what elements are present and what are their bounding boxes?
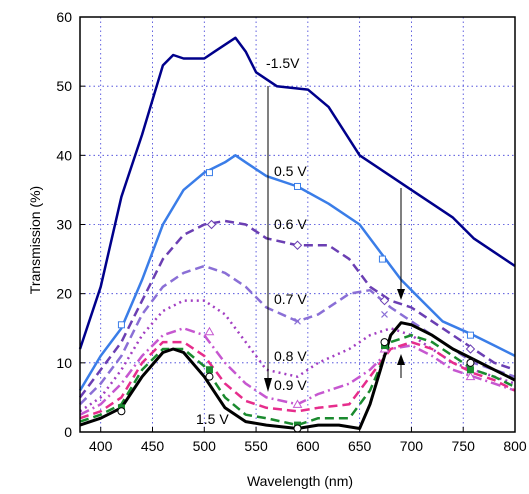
x-tick-label: 750 [452, 438, 476, 454]
arrow-up-head [397, 354, 405, 365]
series-marker-8 [380, 338, 389, 347]
series-line-7 [79, 333, 516, 427]
series-line-8 [79, 321, 516, 430]
label-minus-1p5v: -1.5V [266, 55, 300, 71]
label-0p8v: 0.8 V [274, 348, 307, 364]
series-marker-3 [381, 310, 388, 318]
label-0p9v: 0.9 V [274, 377, 307, 393]
y-tick-label: 50 [56, 78, 72, 94]
markers-layer [117, 169, 476, 433]
series-marker-2 [206, 219, 217, 230]
series-marker-3 [294, 317, 301, 325]
series-marker-1 [294, 182, 301, 190]
series-marker-5 [292, 399, 303, 408]
y-tick-label: 60 [56, 9, 72, 25]
y-tick-label: 30 [56, 217, 72, 233]
label-0p6v: 0.6 V [274, 216, 307, 232]
series-marker-8 [466, 358, 475, 367]
series-marker-5 [465, 371, 476, 381]
x-tick-label: 450 [141, 438, 165, 454]
annotations: -1.5V 0.5 V 0.6 V 0.7 V 0.8 V 0.9 V 1.5 … [196, 55, 405, 427]
series-line-4 [79, 299, 516, 413]
arrow-left-head [264, 378, 272, 392]
x-axis-title: Wavelength (nm) [247, 473, 353, 489]
x-tick-label: 700 [400, 438, 424, 454]
x-tick-label: 400 [89, 438, 113, 454]
series-marker-2 [465, 344, 476, 354]
series-marker-1 [117, 321, 125, 329]
y-tick-label: 40 [56, 147, 72, 163]
x-tick-label: 550 [244, 438, 268, 454]
series-marker-5 [204, 326, 215, 336]
series-marker-7 [205, 366, 213, 374]
x-tick-label: 650 [348, 438, 372, 454]
y-tick-label: 20 [56, 286, 72, 302]
x-tick-label: 800 [503, 438, 527, 454]
series-marker-8 [117, 407, 126, 416]
y-axis-title: Transmission (%) [27, 186, 43, 294]
label-0p5v: 0.5 V [274, 163, 307, 179]
series-marker-8 [205, 372, 214, 381]
label-1p5v: 1.5 V [196, 411, 229, 427]
ticks: 400 450 500 550 600 650 700 750 800 0 10 20 30 40 50 60 [56, 9, 526, 454]
series-line-0 [78, 36, 516, 350]
series-layer [78, 36, 516, 430]
series-line-1 [78, 154, 516, 392]
y-tick-label: 0 [64, 424, 72, 440]
x-tick-label: 600 [296, 438, 320, 454]
series-marker-8 [293, 424, 302, 433]
series-marker-2 [379, 295, 390, 306]
label-0p7v: 0.7 V [274, 291, 307, 307]
arrow-right-head [397, 289, 405, 300]
series-marker-7 [466, 366, 474, 374]
series-marker-2 [292, 240, 303, 250]
series-marker-1 [205, 169, 213, 177]
series-marker-1 [466, 331, 474, 339]
series-marker-1 [378, 255, 386, 263]
x-tick-label: 500 [193, 438, 217, 454]
y-tick-label: 10 [56, 355, 72, 371]
